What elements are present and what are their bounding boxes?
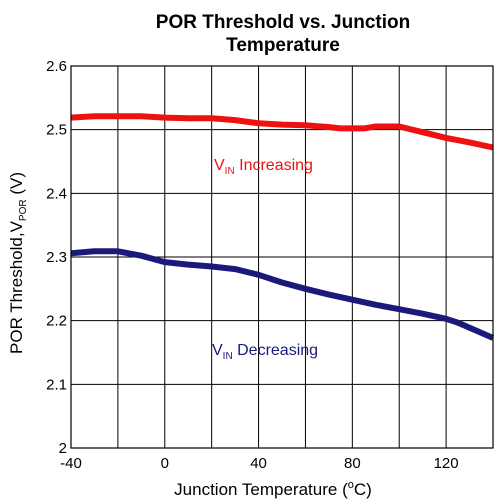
x-tick-label: 40 — [250, 455, 267, 472]
y-tick-label: 2.3 — [46, 249, 67, 266]
chart-title-line1: POR Threshold vs. Junction — [156, 12, 410, 33]
chart-title-line2: Temperature — [226, 35, 340, 56]
y-tick-label: 2.6 — [46, 58, 67, 75]
x-axis-label: Junction Temperature (oC) — [174, 479, 372, 499]
plot-frame — [70, 65, 494, 449]
tick-labels: -40 0 40 80 120 2 2.1 2.2 2.3 2.4 2.5 2.6 — [46, 58, 458, 472]
y-tick-label: 2.5 — [46, 122, 67, 139]
annotation-vin-increasing: VIN Increasing — [214, 157, 313, 177]
y-tick-label: 2.2 — [46, 313, 67, 330]
series-line-vin-increasing — [70, 113, 494, 151]
annotation-vin-decreasing: VIN Decreasing — [212, 342, 318, 362]
x-tick-label: 0 — [161, 455, 169, 472]
x-tick-label: 120 — [434, 455, 459, 472]
x-tick-label: -40 — [60, 455, 82, 472]
series-line-vin-decreasing — [70, 248, 494, 341]
y-tick-label: 2.4 — [46, 185, 67, 202]
series-group — [70, 113, 494, 341]
y-axis-label: POR Threshold,VPOR (V) — [7, 172, 29, 354]
y-tick-label: 2.1 — [46, 376, 67, 393]
grid — [71, 66, 493, 448]
x-tick-label: 80 — [344, 455, 361, 472]
y-tick-label: 2 — [59, 440, 67, 457]
